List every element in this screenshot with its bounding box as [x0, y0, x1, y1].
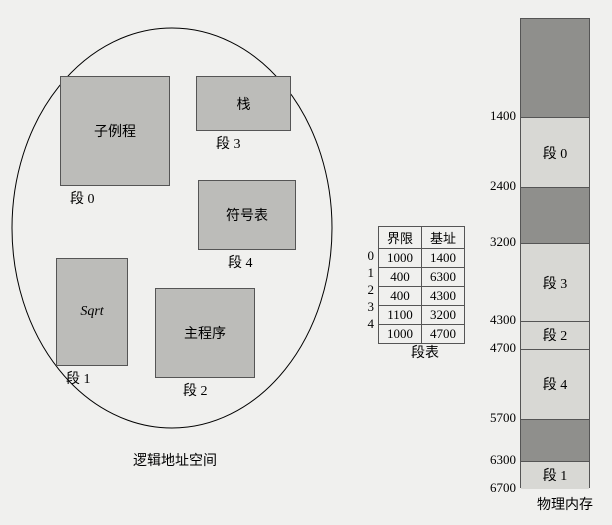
- segment-box-1: Sqrt: [56, 258, 128, 366]
- table-row: 4004300: [379, 287, 465, 306]
- segment-box-4: 符号表: [198, 180, 296, 250]
- table-cell: 6300: [422, 268, 465, 287]
- segment-table-row-index: 0: [360, 248, 374, 264]
- memory-segment-段 2: 段 2: [521, 321, 589, 349]
- table-row: 11003200: [379, 306, 465, 325]
- table-cell: 1000: [379, 325, 422, 344]
- memory-address-label: 2400: [478, 178, 516, 194]
- table-cell: 1400: [422, 249, 465, 268]
- table-cell: 4700: [422, 325, 465, 344]
- table-cell: 1000: [379, 249, 422, 268]
- memory-free-region: [521, 419, 589, 461]
- segmentation-diagram: 子例程段 0栈段 3符号表段 4Sqrt段 1主程序段 2 逻辑地址空间 012…: [0, 0, 612, 525]
- segment-table-header: 基址: [422, 227, 465, 249]
- segment-table-row-index: 2: [360, 282, 374, 298]
- segment-table-row-index: 4: [360, 316, 374, 332]
- memory-free-region: [521, 187, 589, 243]
- segment-box-3: 栈: [196, 76, 291, 131]
- segment-label-2: 段 2: [183, 380, 208, 400]
- table-row: 10001400: [379, 249, 465, 268]
- logical-space-caption: 逻辑地址空间: [100, 450, 250, 470]
- segment-table-row-index: 1: [360, 265, 374, 281]
- segment-label-3: 段 3: [216, 133, 241, 153]
- segment-table-caption: 段表: [385, 342, 465, 362]
- memory-segment-段 0: 段 0: [521, 117, 589, 187]
- table-cell: 1100: [379, 306, 422, 325]
- segment-box-0: 子例程: [60, 76, 170, 186]
- memory-address-label: 5700: [478, 410, 516, 426]
- segment-table-header: 界限: [379, 227, 422, 249]
- table-cell: 400: [379, 268, 422, 287]
- memory-segment-段 3: 段 3: [521, 243, 589, 320]
- memory-address-label: 4700: [478, 340, 516, 356]
- memory-address-label: 3200: [478, 234, 516, 250]
- segment-box-2: 主程序: [155, 288, 255, 378]
- memory-address-label: 6300: [478, 452, 516, 468]
- table-row: 4006300: [379, 268, 465, 287]
- table-row: 10004700: [379, 325, 465, 344]
- table-cell: 4300: [422, 287, 465, 306]
- memory-segment-段 1: 段 1: [521, 461, 589, 489]
- physical-memory-bar: 段 0 段 3段 2段 4 段 1: [520, 18, 590, 488]
- table-cell: 400: [379, 287, 422, 306]
- memory-segment-段 4: 段 4: [521, 349, 589, 419]
- memory-address-label: 6700: [478, 480, 516, 496]
- memory-address-label: 1400: [478, 108, 516, 124]
- segment-label-4: 段 4: [228, 252, 253, 272]
- segment-label-0: 段 0: [70, 188, 95, 208]
- physical-memory-caption: 物理内存: [520, 494, 610, 514]
- segment-table: 界限基址100014004006300400430011003200100047…: [378, 226, 465, 344]
- segment-label-1: 段 1: [66, 368, 91, 388]
- segment-table-row-index: 3: [360, 299, 374, 315]
- table-cell: 3200: [422, 306, 465, 325]
- memory-free-region: [521, 19, 589, 117]
- memory-address-label: 4300: [478, 312, 516, 328]
